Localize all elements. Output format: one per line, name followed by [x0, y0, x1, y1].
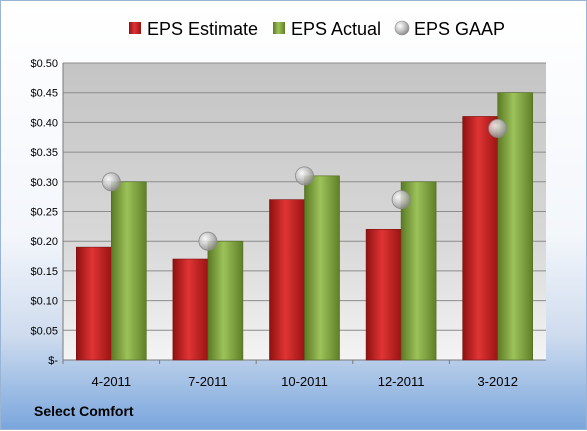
y-tick-label: $0.45 [30, 88, 58, 100]
x-tick-label: 7-2011 [188, 374, 228, 389]
y-tick-label: $0.20 [30, 236, 58, 248]
marker-eps-gaap [488, 118, 508, 138]
marker-eps-gaap [391, 190, 411, 210]
x-tick-label: 10-2011 [281, 374, 328, 389]
y-tick-label: $0.10 [30, 296, 58, 308]
legend-eps-estimate: EPS Estimate [129, 19, 258, 39]
bar-eps-estimate [76, 246, 112, 361]
bar-eps-actual [400, 181, 437, 361]
company-name: Select Comfort [34, 403, 134, 419]
y-tick-label: $0.15 [30, 266, 58, 278]
legend-swatch [394, 20, 410, 36]
bar-eps-actual [111, 181, 147, 361]
x-tick-label: 4-2011 [92, 374, 132, 389]
marker-eps-gaap [295, 166, 314, 186]
bar-eps-actual [497, 92, 534, 361]
legend-eps-actual: EPS Actual [273, 19, 381, 39]
bar-eps-actual [207, 240, 244, 361]
bar-eps-estimate [172, 258, 209, 361]
y-tick-label: $0.50 [30, 58, 58, 70]
legend-eps-gaap: EPS GAAP [394, 19, 505, 39]
legend-swatch [273, 22, 285, 34]
y-tick-label: $- [48, 355, 58, 367]
y-tick-label: $0.30 [30, 177, 58, 189]
bar-eps-estimate [462, 116, 499, 361]
y-tick-label: $0.25 [30, 207, 58, 219]
y-tick-label: $0.35 [30, 147, 58, 159]
marker-eps-gaap [198, 231, 218, 251]
legend-label: EPS Estimate [147, 19, 258, 39]
bar-eps-estimate [365, 229, 402, 361]
legend-swatch [129, 22, 141, 34]
x-tick-label: 3-2012 [477, 374, 517, 389]
y-tick-label: $0.40 [30, 117, 58, 129]
legend-label: EPS Actual [291, 19, 381, 39]
legend-label: EPS GAAP [414, 19, 505, 39]
bar-eps-actual [304, 175, 340, 361]
marker-eps-gaap [101, 172, 121, 192]
bar-eps-estimate [269, 199, 305, 361]
x-tick-label: 12-2011 [378, 374, 425, 389]
y-tick-label: $0.05 [30, 325, 58, 337]
